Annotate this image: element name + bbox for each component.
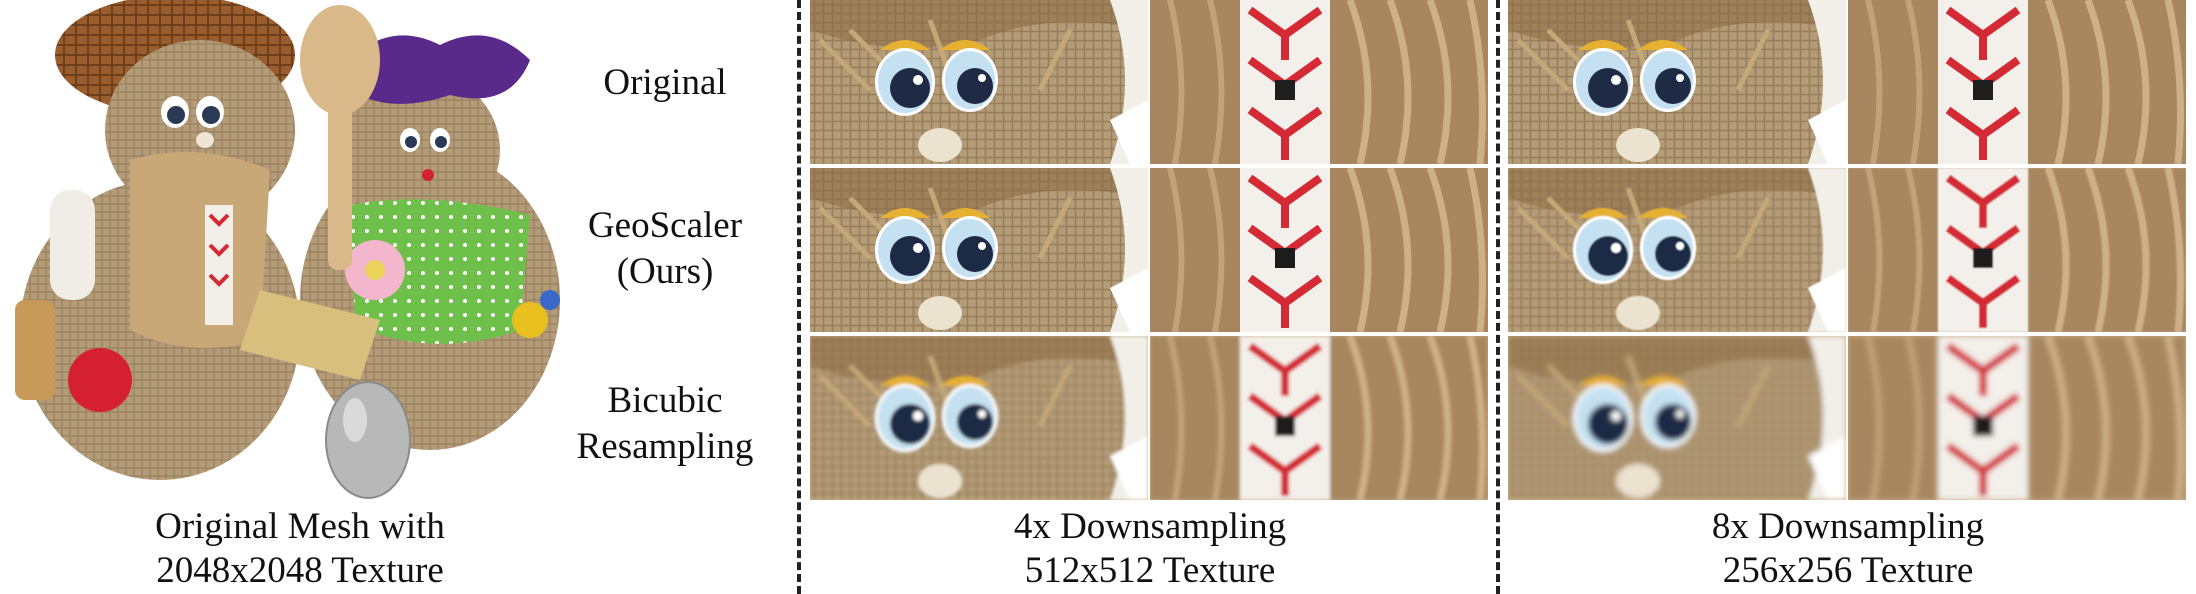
row-label-bicubic: Bicubic Resampling xyxy=(570,378,760,470)
green-dress xyxy=(350,199,530,344)
wooden-spoon xyxy=(300,5,380,115)
row-label-geoscaler: GeoScaler (Ours) xyxy=(570,203,760,295)
row-label-geoscaler-line2: (Ours) xyxy=(616,251,714,292)
crop-geoscaler-8x-face xyxy=(1508,168,1846,332)
caption-8x-line1: 8x Downsampling xyxy=(1711,506,1985,547)
glass-egg xyxy=(325,381,411,499)
caption-4x: 4x Downsampling 512x512 Texture xyxy=(810,505,1490,593)
purple-bow xyxy=(350,35,530,104)
row-label-bicubic-line2: Resampling xyxy=(576,426,754,467)
row-label-original-text: Original xyxy=(603,62,727,103)
divider-right xyxy=(1496,0,1500,594)
row-label-bicubic-line1: Bicubic xyxy=(607,380,723,421)
caption-mesh-line2: 2048x2048 Texture xyxy=(156,550,444,591)
crop-original-4x-face xyxy=(810,0,1148,164)
crop-original-4x-strip xyxy=(1150,0,1488,164)
crop-original-8x-strip xyxy=(1848,0,2186,164)
crop-geoscaler-4x-face xyxy=(810,168,1148,332)
divider-left xyxy=(797,0,801,594)
row-label-original: Original xyxy=(570,60,760,106)
crop-bicubic-4x-strip xyxy=(1150,336,1488,500)
crop-original-8x-face xyxy=(1508,0,1846,164)
caption-4x-line2: 512x512 Texture xyxy=(1024,550,1276,591)
original-mesh-image xyxy=(10,0,570,505)
caption-original-mesh: Original Mesh with 2048x2048 Texture xyxy=(70,505,530,593)
crop-bicubic-8x-face xyxy=(1508,336,1846,500)
row-label-geoscaler-line1: GeoScaler xyxy=(587,205,743,246)
crop-geoscaler-4x-strip xyxy=(1150,168,1488,332)
caption-4x-line1: 4x Downsampling xyxy=(1013,506,1287,547)
caption-8x-line2: 256x256 Texture xyxy=(1722,550,1974,591)
crop-bicubic-8x-strip xyxy=(1848,336,2186,500)
crop-bicubic-4x-face xyxy=(810,336,1148,500)
crop-geoscaler-8x-strip xyxy=(1848,168,2186,332)
caption-mesh-line1: Original Mesh with xyxy=(155,506,445,547)
straw-beard xyxy=(130,152,270,348)
caption-8x: 8x Downsampling 256x256 Texture xyxy=(1508,505,2188,593)
